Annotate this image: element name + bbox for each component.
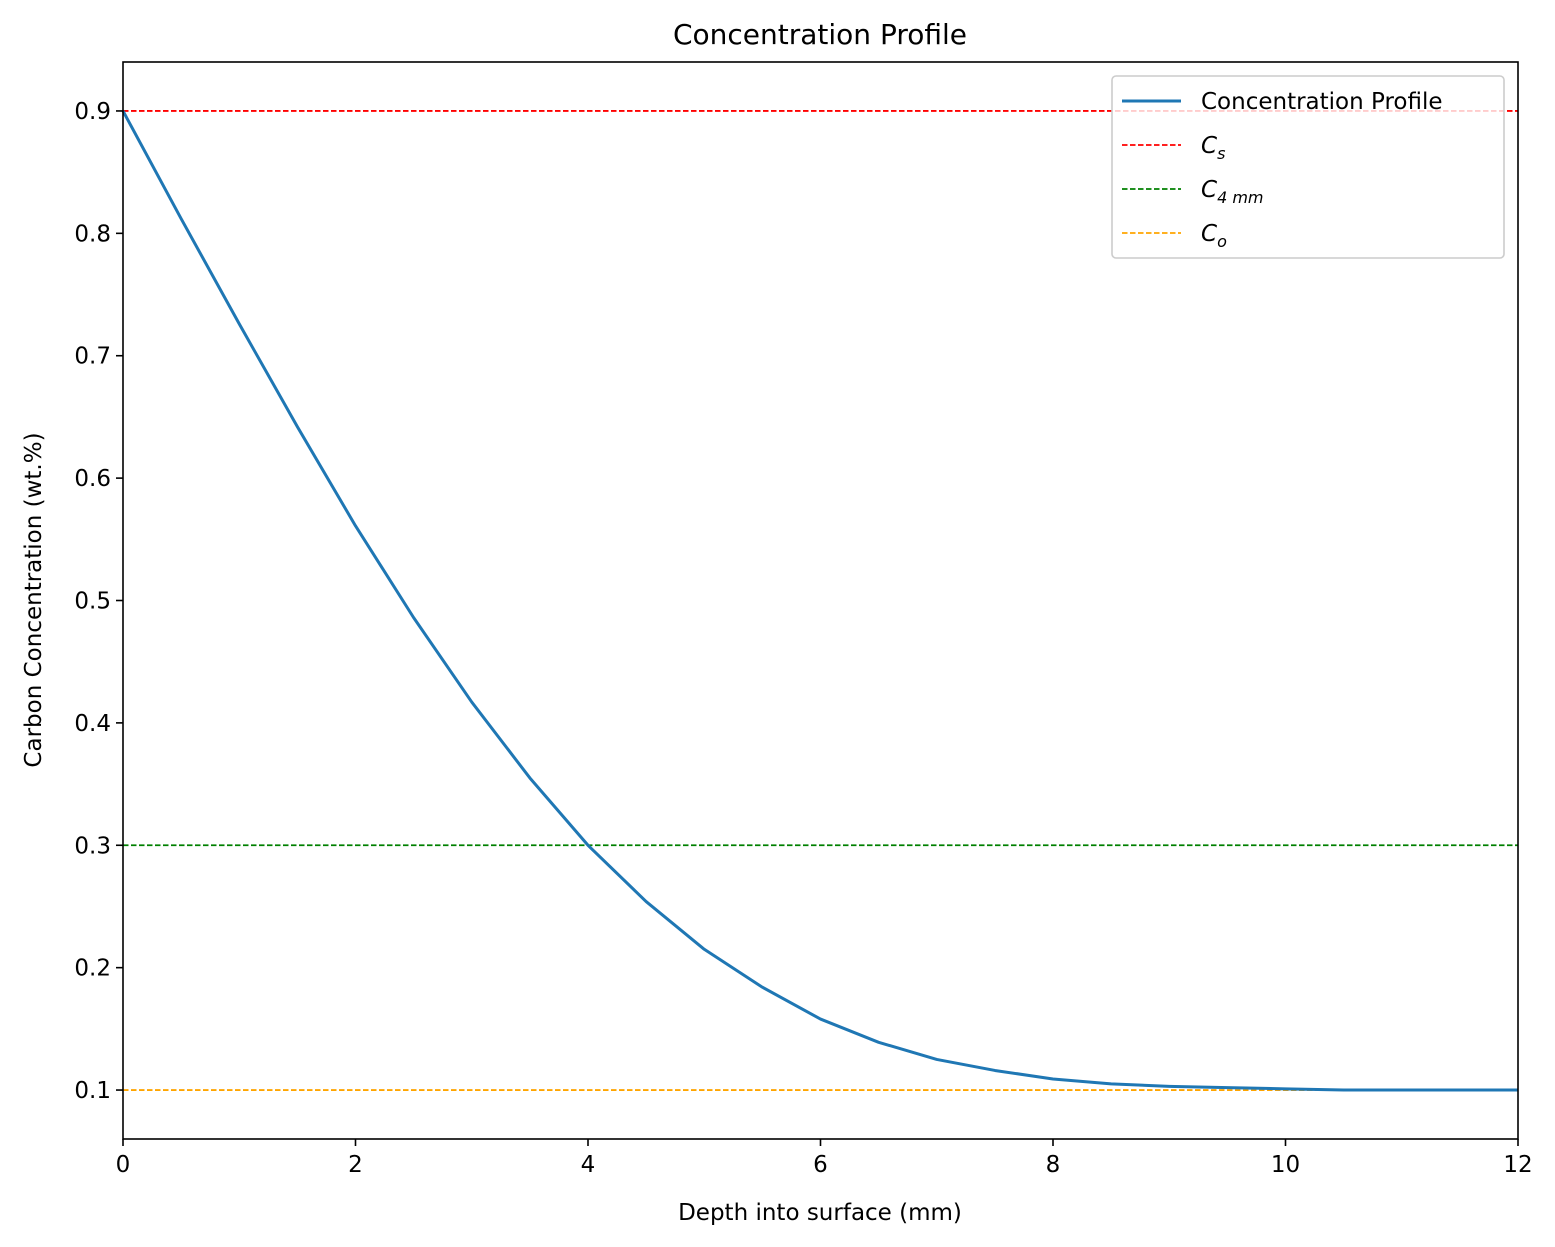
x-tick-label: 12 <box>1503 1152 1532 1178</box>
x-tick-label: 0 <box>116 1152 131 1178</box>
y-tick-label: 0.3 <box>74 833 111 859</box>
x-tick-label: 6 <box>813 1152 828 1178</box>
series-line-0 <box>121 110 1518 1092</box>
legend-frame <box>1111 75 1505 259</box>
y-tick-label: 0.7 <box>74 344 111 370</box>
chart-title: Concentration Profile <box>673 18 967 51</box>
y-tick-label: 0.4 <box>74 711 111 737</box>
y-tick-label: 0.1 <box>74 1078 111 1104</box>
y-tick-label: 0.9 <box>74 99 111 125</box>
x-tick-label: 8 <box>1046 1152 1061 1178</box>
legend-label: Cs <box>1201 133 1225 163</box>
x-tick-label: 4 <box>581 1152 596 1178</box>
y-tick-label: 0.5 <box>74 589 111 615</box>
y-tick-label: 0.8 <box>74 221 111 247</box>
series-layer <box>121 110 1518 1092</box>
x-tick-label: 10 <box>1271 1152 1300 1178</box>
y-tick-label: 0.6 <box>74 466 111 492</box>
legend-label: C4 mm <box>1201 177 1264 207</box>
legend-label: Concentration Profile <box>1201 89 1443 115</box>
y-axis-ticks: 0.1 0.2 0.3 0.4 0.5 0.6 0.7 0.8 0.9 <box>74 99 123 1104</box>
y-axis-label: Carbon Concentration (wt.%) <box>21 432 47 767</box>
x-axis-label: Depth into surface (mm) <box>678 1200 962 1226</box>
legend-label: Co <box>1201 221 1227 251</box>
y-tick-label: 0.2 <box>74 956 111 982</box>
x-tick-label: 2 <box>348 1152 363 1178</box>
x-axis-ticks: 0 2 4 6 8 10 12 <box>116 1139 1533 1178</box>
legend: Concentration Profile Cs C4 mm Co <box>1111 75 1505 259</box>
